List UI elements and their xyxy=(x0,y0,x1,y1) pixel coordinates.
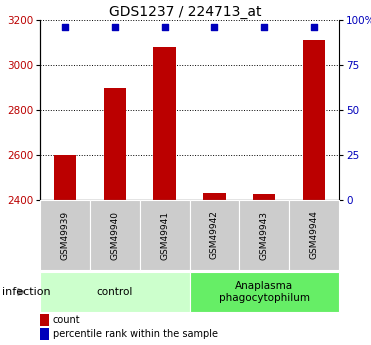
Text: GSM49943: GSM49943 xyxy=(260,210,269,259)
Bar xyxy=(104,88,126,200)
Text: GDS1237 / 224713_at: GDS1237 / 224713_at xyxy=(109,5,262,19)
Point xyxy=(162,24,168,30)
Text: GSM49939: GSM49939 xyxy=(60,210,69,259)
Text: Anaplasma
phagocytophilum: Anaplasma phagocytophilum xyxy=(219,281,310,303)
Text: percentile rank within the sample: percentile rank within the sample xyxy=(53,329,218,339)
Bar xyxy=(153,47,176,200)
Text: count: count xyxy=(53,315,81,325)
Point xyxy=(211,24,217,30)
Bar xyxy=(54,155,76,200)
Bar xyxy=(303,40,325,200)
Text: control: control xyxy=(96,287,133,297)
Text: infection: infection xyxy=(2,287,50,297)
Point xyxy=(62,24,68,30)
Point xyxy=(112,24,118,30)
Point xyxy=(261,24,267,30)
Text: GSM49941: GSM49941 xyxy=(160,210,169,259)
Bar xyxy=(203,193,226,200)
Text: GSM49942: GSM49942 xyxy=(210,210,219,259)
Point xyxy=(311,24,317,30)
Text: GSM49940: GSM49940 xyxy=(110,210,119,259)
Text: GSM49944: GSM49944 xyxy=(309,210,319,259)
Bar xyxy=(253,194,275,200)
